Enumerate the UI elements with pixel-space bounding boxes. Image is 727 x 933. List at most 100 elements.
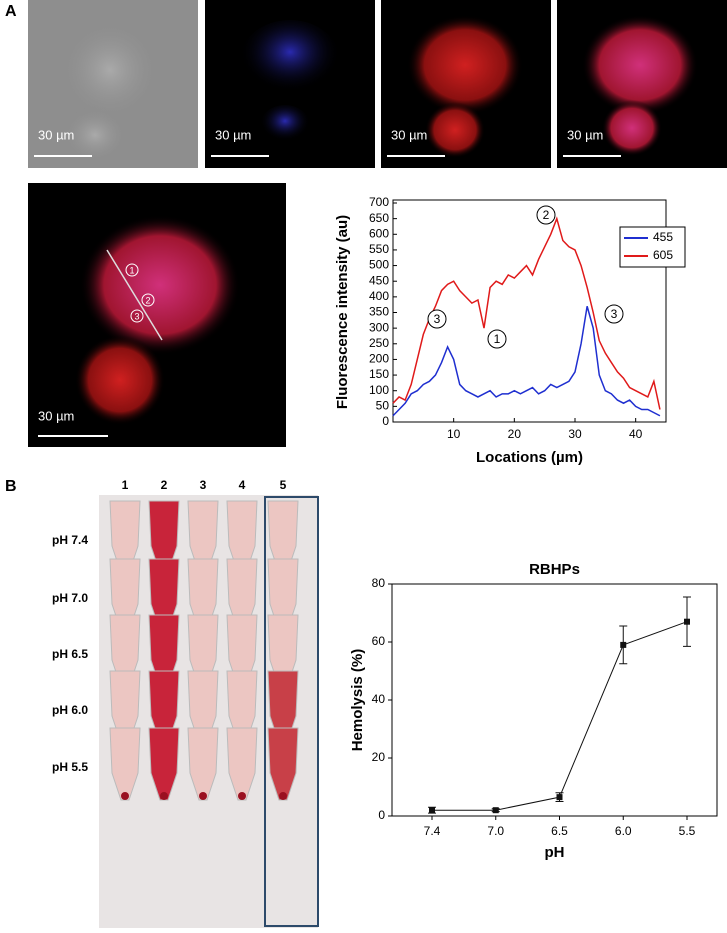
y-tick-label: 200 (369, 352, 389, 366)
column-label: 3 (200, 478, 207, 492)
cell (240, 20, 340, 100)
tube (148, 727, 180, 801)
annotation: 3 (434, 312, 441, 326)
y-tick-label: 80 (372, 576, 386, 590)
y-tick-label: 20 (372, 750, 386, 764)
scale-bar-label: 30 µm (215, 127, 251, 142)
x-axis-label: Locations (µm) (476, 449, 583, 466)
cell (582, 15, 698, 115)
row-label: pH 5.5 (52, 760, 88, 774)
y-tick-label: 0 (378, 808, 385, 822)
marker-circle (130, 309, 144, 323)
cell (80, 215, 240, 355)
x-tick-label: 30 (568, 427, 582, 441)
series-line (392, 216, 661, 410)
annotation: 2 (543, 208, 550, 222)
series-line (392, 306, 661, 417)
scan-line (106, 249, 163, 341)
point (429, 807, 435, 814)
scale-bar-label: 30 µm (38, 127, 74, 142)
x-tick-label: 6.0 (615, 824, 632, 838)
marker-label: 3 (134, 311, 139, 321)
y-tick-label: 700 (369, 195, 389, 209)
scale-bar-label: 30 µm (391, 127, 427, 142)
pellet (121, 792, 129, 800)
x-tick-label: 7.4 (424, 824, 441, 838)
y-tick-label: 500 (369, 258, 389, 272)
tube (267, 727, 299, 801)
cell (60, 105, 130, 165)
x-tick-label: 10 (447, 427, 461, 441)
y-axis-label: Hemolysis (%) (349, 649, 366, 752)
plot-frame (391, 583, 718, 817)
cell (260, 105, 310, 145)
scale-bar-label: 30 µm (38, 408, 74, 423)
cell (602, 100, 662, 156)
legend-box (619, 226, 686, 268)
annotation: 3 (611, 307, 618, 321)
column-label: 1 (122, 478, 129, 492)
tube (226, 727, 258, 801)
y-tick-label: 300 (369, 320, 389, 334)
y-tick-label: 0 (382, 414, 389, 428)
pellet (199, 792, 207, 800)
cell (407, 15, 523, 115)
y-tick-label: 450 (369, 273, 389, 287)
row-label: pH 7.0 (52, 591, 88, 605)
point (684, 618, 690, 625)
x-tick-label: 6.5 (551, 824, 568, 838)
chart-title: RBHPs (529, 561, 580, 578)
y-tick-label: 650 (369, 211, 389, 225)
legend-label: 455 (653, 230, 673, 244)
cell (75, 335, 165, 425)
row-label: pH 6.0 (52, 703, 88, 717)
y-axis-label: Fluorescence intensity (au) (334, 215, 351, 409)
pellet (279, 792, 287, 800)
legend-label: 605 (653, 248, 673, 262)
y-tick-label: 100 (369, 383, 389, 397)
point (556, 794, 563, 801)
annotation-circle (487, 329, 507, 349)
annotation-circle (604, 304, 624, 324)
plot-frame (392, 199, 667, 423)
x-axis-label: pH (545, 844, 565, 861)
y-tick-label: 40 (372, 692, 386, 706)
row-label: pH 6.5 (52, 647, 88, 661)
panel-label: A (5, 3, 17, 20)
row-label: pH 7.4 (52, 533, 88, 547)
cell (55, 15, 165, 125)
pellet (160, 792, 168, 800)
marker-label: 2 (145, 295, 150, 305)
panel-label: B (5, 478, 17, 495)
x-tick-label: 5.5 (679, 824, 696, 838)
pellet (238, 792, 246, 800)
highlight-box (264, 496, 319, 927)
tube (109, 727, 141, 801)
y-tick-label: 400 (369, 289, 389, 303)
y-tick-label: 60 (372, 634, 386, 648)
annotation: 1 (494, 332, 501, 346)
x-tick-label: 20 (508, 427, 522, 441)
series-line (432, 621, 688, 811)
marker-circle (125, 263, 139, 277)
column-label: 4 (239, 478, 246, 492)
column-label: 5 (280, 478, 287, 492)
cell (425, 102, 485, 158)
tube (187, 727, 219, 801)
point (620, 641, 627, 648)
marker-label: 1 (129, 265, 134, 275)
annotation-circle (427, 309, 447, 329)
marker-circle (141, 293, 155, 307)
y-tick-label: 150 (369, 367, 389, 381)
y-tick-label: 550 (369, 242, 389, 256)
point (492, 807, 499, 814)
y-tick-label: 250 (369, 336, 389, 350)
x-tick-label: 40 (629, 427, 643, 441)
annotation-circle (536, 205, 556, 225)
y-tick-label: 350 (369, 305, 389, 319)
scale-bar-label: 30 µm (567, 127, 603, 142)
column-label: 2 (161, 478, 168, 492)
x-tick-label: 7.0 (487, 824, 504, 838)
y-tick-label: 600 (369, 226, 389, 240)
